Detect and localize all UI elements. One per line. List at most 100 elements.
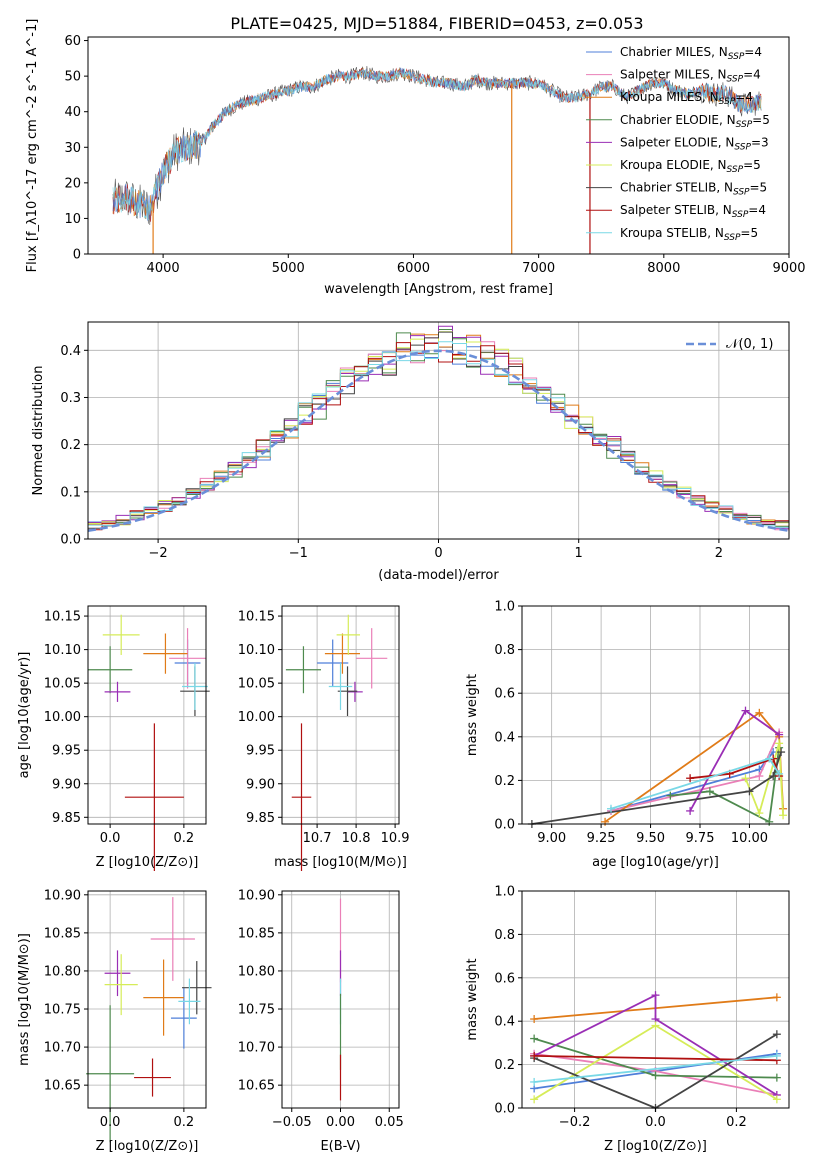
residuals-ylabel: Normed distribution <box>31 366 46 496</box>
spectrum-frame <box>87 36 790 255</box>
y-tick-label: 10.85 <box>44 926 81 941</box>
weight-marker <box>755 809 764 818</box>
weight-marker <box>772 1095 781 1104</box>
weight-marker <box>530 1077 539 1086</box>
errorbar-point <box>347 681 363 702</box>
weight-vs-Z-plot <box>530 991 781 1112</box>
weight-series-salpeter-elodie <box>533 993 778 1096</box>
weight-marker <box>607 804 615 813</box>
weight-marker <box>755 772 764 781</box>
x-tick-label: 7000 <box>522 261 555 276</box>
weight-marker <box>651 1021 660 1030</box>
y-tick-label: 0.6 <box>494 971 515 986</box>
y-tick-label: 10.05 <box>238 677 275 692</box>
spectrum-plot <box>112 65 762 254</box>
errorbar-point <box>285 646 321 694</box>
weight-marker <box>772 1030 781 1039</box>
weight-vs-age-frame <box>521 605 790 825</box>
mass-vs-ebv-xlabel: E(B-V) <box>320 1139 360 1154</box>
weight-marker <box>686 806 695 815</box>
y-tick-label: 0.8 <box>494 643 515 658</box>
spectrum-series-chabrier-stelib <box>112 65 762 226</box>
y-tick-label: 10.15 <box>238 610 275 625</box>
legend-label: Salpeter ELODIE, NSSP=3 <box>620 135 769 152</box>
y-tick-label: 0.0 <box>494 1102 515 1117</box>
legend-label: Kroupa STELIB, NSSP=5 <box>620 226 758 243</box>
x-tick-label: 0.0 <box>100 1115 121 1130</box>
weight-marker <box>530 1051 539 1060</box>
weight-marker <box>775 769 784 778</box>
x-tick-label: 9.00 <box>537 831 566 846</box>
weight-vs-age-xlabel: age [log10(age/yr)] <box>592 855 719 870</box>
y-tick-label: 10.80 <box>238 964 275 979</box>
y-tick-label: 10.70 <box>238 1041 275 1056</box>
y-tick-label: 10.85 <box>238 926 275 941</box>
y-tick-label: 50 <box>64 70 81 85</box>
y-tick-label: 0 <box>73 248 81 263</box>
x-tick-label: 10.8 <box>342 831 371 846</box>
x-tick-label: 9.75 <box>686 831 715 846</box>
y-tick-label: 10.00 <box>44 710 81 725</box>
spectrum-ylabel: Flux [f_λ10^-17 erg cm^-2 s^-1 A^-1] <box>25 19 40 273</box>
weight-marker <box>741 706 750 715</box>
weight-vs-Z-xlabel: Z [log10(Z/Z⊙)] <box>604 1139 707 1154</box>
weight-marker <box>530 1034 539 1043</box>
mass-vs-Z-ylabel: mass [log10(M/M⊙)] <box>17 933 32 1066</box>
y-tick-label: 0.8 <box>494 928 515 943</box>
y-tick-label: 1.0 <box>494 600 515 615</box>
y-tick-label: 10.10 <box>238 643 275 658</box>
weight-marker <box>772 993 781 1002</box>
errorbar-point <box>291 723 312 871</box>
y-tick-label: 10.75 <box>238 1003 275 1018</box>
weight-series-salpeter-stelib <box>690 757 780 780</box>
spectrum-series-kroupa-stelib <box>112 68 762 220</box>
errorbar-point <box>178 978 201 1025</box>
weight-marker <box>765 754 774 763</box>
errorbar-point <box>324 633 360 674</box>
mass-vs-Z-xlabel: Z [log10(Z/Z⊙)] <box>96 1139 199 1154</box>
mass-vs-Z-axes <box>88 891 206 1108</box>
age-vs-Z-plot <box>88 614 210 871</box>
weight-marker <box>772 1051 781 1060</box>
x-tick-label: −1 <box>289 546 308 561</box>
y-tick-label: 0.0 <box>60 533 81 548</box>
weight-series-kroupa-stelib <box>534 1055 777 1083</box>
errorbar-point <box>104 950 131 997</box>
y-tick-label: 0.2 <box>494 774 515 789</box>
legend-label: Salpeter STELIB, NSSP=4 <box>620 203 766 220</box>
x-tick-label: 10.7 <box>303 831 332 846</box>
y-tick-label: 40 <box>64 105 81 120</box>
age-vs-mass-plot <box>285 614 388 871</box>
y-tick-label: 9.90 <box>246 777 275 792</box>
x-tick-label: 1 <box>575 546 583 561</box>
residuals-plot <box>87 325 790 532</box>
normal-reference-curve <box>87 349 790 532</box>
x-tick-label: 0.0 <box>645 1115 666 1130</box>
errorbar-point <box>182 961 212 1015</box>
weight-marker <box>775 730 784 739</box>
y-tick-label: 10.00 <box>238 710 275 725</box>
weight-marker <box>755 708 764 717</box>
y-tick-label: 10.90 <box>44 888 81 903</box>
weight-marker <box>745 787 754 796</box>
errorbar-point <box>336 614 360 655</box>
weight-vs-age-axes <box>522 605 789 825</box>
x-tick-label: 0.2 <box>174 831 195 846</box>
weight-series-chabrier-stelib <box>531 751 782 825</box>
x-tick-label: 10.00 <box>731 831 768 846</box>
weight-vs-Z-ylabel: mass weight <box>465 958 480 1040</box>
weight-marker <box>777 748 786 757</box>
y-tick-label: 0.3 <box>60 391 81 406</box>
legend-label: Chabrier ELODIE, NSSP=5 <box>620 113 770 130</box>
y-tick-label: 20 <box>64 176 81 191</box>
reference-legend-label: 𝒩(0, 1) <box>726 337 773 352</box>
weight-series-chabrier-elodie <box>670 747 780 824</box>
errorbar-point <box>134 1058 171 1097</box>
weight-marker <box>686 774 695 783</box>
y-tick-label: 9.95 <box>52 744 81 759</box>
weight-marker <box>651 991 660 1000</box>
legend-label: Chabrier MILES, NSSP=4 <box>620 45 762 62</box>
y-tick-label: 10.10 <box>44 643 81 658</box>
y-tick-label: 9.90 <box>52 777 81 792</box>
